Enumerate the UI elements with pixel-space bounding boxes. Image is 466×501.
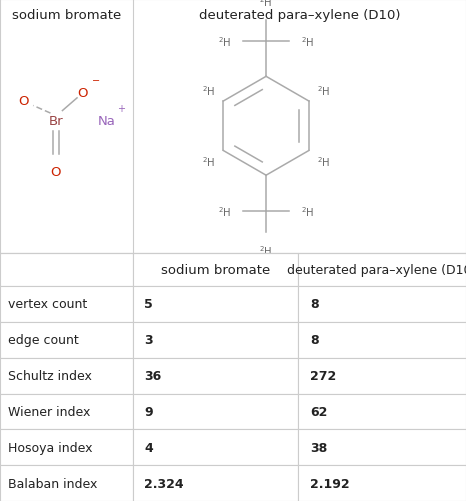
Text: 36: 36	[144, 369, 162, 382]
Text: $^2$H: $^2$H	[218, 35, 232, 49]
Bar	[0, 465, 133, 501]
Text: O: O	[19, 95, 29, 108]
Bar	[0, 394, 133, 429]
Text: 2.192: 2.192	[310, 476, 350, 489]
Text: 272: 272	[310, 369, 336, 382]
Text: 5: 5	[144, 298, 153, 311]
Text: 4: 4	[144, 441, 153, 454]
Text: Br: Br	[48, 115, 63, 128]
Text: $^2$H: $^2$H	[202, 84, 215, 98]
Text: O: O	[50, 165, 61, 178]
Text: $^2$H: $^2$H	[218, 204, 232, 218]
Text: edge count: edge count	[8, 334, 79, 347]
Text: sodium bromate: sodium bromate	[12, 9, 121, 22]
Text: Na: Na	[97, 115, 115, 128]
Text: Schultz index: Schultz index	[8, 369, 92, 382]
Text: −: −	[91, 76, 100, 86]
Text: 9: 9	[144, 405, 153, 418]
Bar	[0, 358, 133, 394]
Text: 2.324: 2.324	[144, 476, 184, 489]
Bar	[133, 253, 298, 287]
Bar	[133, 394, 298, 429]
Bar	[298, 465, 466, 501]
Bar	[133, 429, 298, 465]
Text: O: O	[77, 87, 88, 100]
Text: $^2$H: $^2$H	[260, 244, 273, 258]
Text: 3: 3	[144, 334, 153, 347]
Text: deuterated para–xylene (D10): deuterated para–xylene (D10)	[288, 263, 466, 276]
Text: vertex count: vertex count	[8, 298, 88, 311]
Bar	[298, 322, 466, 358]
Bar	[298, 429, 466, 465]
Bar	[298, 253, 466, 287]
Bar	[298, 358, 466, 394]
Text: $^2$H: $^2$H	[317, 155, 330, 169]
Bar	[133, 322, 298, 358]
Bar	[298, 394, 466, 429]
Text: 38: 38	[310, 441, 327, 454]
Text: $^2$H: $^2$H	[301, 35, 314, 49]
Bar	[133, 287, 298, 322]
Text: $^2$H: $^2$H	[202, 155, 215, 169]
Text: Balaban index: Balaban index	[8, 476, 98, 489]
Text: Hosoya index: Hosoya index	[8, 441, 93, 454]
Text: $^2$H: $^2$H	[301, 204, 314, 218]
Bar	[0, 287, 133, 322]
Text: deuterated para–xylene (D10): deuterated para–xylene (D10)	[199, 9, 400, 22]
Bar	[133, 358, 298, 394]
Bar	[0, 253, 133, 287]
Text: 62: 62	[310, 405, 327, 418]
Text: Wiener index: Wiener index	[8, 405, 91, 418]
Text: 8: 8	[310, 334, 319, 347]
Bar	[298, 287, 466, 322]
Bar	[133, 465, 298, 501]
Bar	[0, 322, 133, 358]
Text: 8: 8	[310, 298, 319, 311]
Text: $^2$H: $^2$H	[317, 84, 330, 98]
Bar	[0, 429, 133, 465]
Text: $^2$H: $^2$H	[260, 0, 273, 9]
Text: sodium bromate: sodium bromate	[161, 263, 270, 276]
Text: +: +	[117, 104, 125, 114]
